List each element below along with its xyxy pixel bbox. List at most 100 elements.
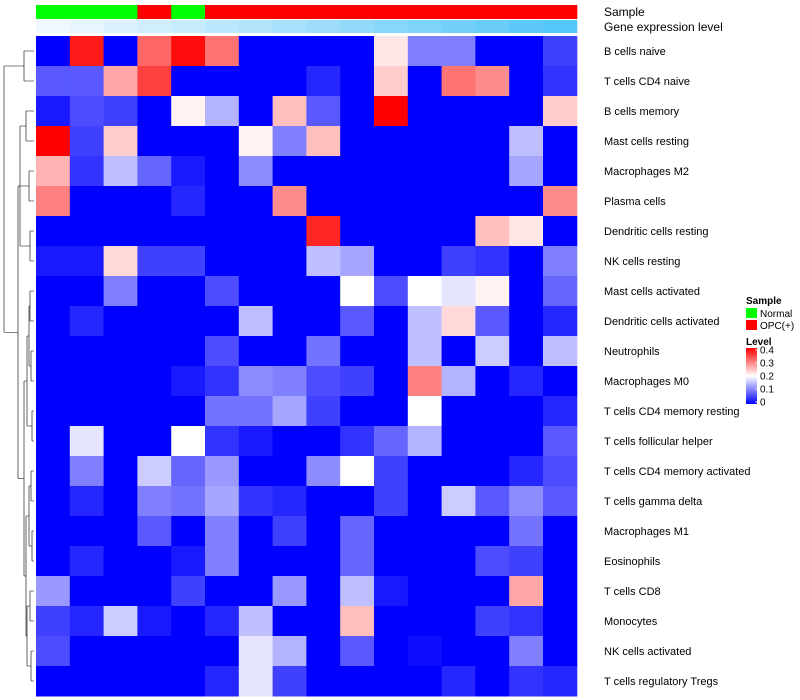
heatmap-cell — [543, 276, 578, 307]
heatmap-cell — [543, 336, 578, 367]
heatmap-cell — [306, 666, 341, 697]
heatmap-cell — [103, 516, 138, 547]
heatmap-cell — [509, 456, 544, 487]
heatmap-cell — [205, 336, 240, 367]
heatmap-cell — [407, 36, 443, 67]
sample-legend-swatch — [746, 320, 757, 330]
heatmap-cell — [36, 126, 71, 157]
heatmap-cell — [36, 396, 71, 427]
heatmap-cell — [509, 606, 544, 637]
heatmap-cell — [543, 156, 578, 187]
heatmap-cell — [475, 396, 510, 427]
dendrogram-branch — [19, 125, 30, 247]
heatmap-cell — [36, 306, 71, 337]
heatmap-cell — [137, 516, 172, 547]
heatmap-cell — [69, 426, 105, 457]
heatmap-cell — [509, 516, 544, 547]
sample-legend-title: Sample — [746, 296, 782, 307]
heatmap-cell — [69, 576, 105, 607]
heatmap-cell — [171, 546, 206, 577]
heatmap-cell — [238, 516, 274, 547]
heatmap-cell — [340, 636, 375, 667]
heatmap-cell — [543, 456, 578, 487]
heatmap-cell — [543, 306, 578, 337]
heatmap-cell — [509, 576, 544, 607]
heatmap-cell — [205, 486, 240, 517]
heatmap-cell — [137, 666, 172, 697]
heatmap-cell — [36, 366, 71, 397]
heatmap-cell — [137, 456, 172, 487]
heatmap-cell — [103, 336, 138, 367]
heatmap-cell — [441, 486, 476, 517]
dendrogram-branch — [29, 590, 34, 622]
sample-annotation-cell — [238, 5, 274, 19]
sample-annotation-cell — [306, 5, 341, 19]
heatmap-cell — [543, 396, 578, 427]
heatmap-cell — [374, 366, 409, 397]
dendrogram-branch — [17, 185, 24, 479]
heatmap-cell — [238, 36, 274, 67]
heatmap-cell — [475, 606, 510, 637]
heatmap-cell — [509, 216, 544, 247]
heatmap-cell — [272, 306, 307, 337]
heatmap-cell — [205, 636, 240, 667]
heatmap-cell — [171, 336, 206, 367]
heatmap-cell — [543, 636, 578, 667]
heatmap-cell — [543, 516, 578, 547]
heatmap-cell — [272, 126, 307, 157]
heatmap-cell — [36, 336, 71, 367]
heatmap-cell — [374, 486, 409, 517]
heatmap-cell — [340, 156, 375, 187]
heatmap-cell — [509, 186, 544, 217]
row-label: T cells CD8 — [604, 586, 661, 598]
heatmap-cell — [205, 396, 240, 427]
heatmap-cell — [69, 126, 105, 157]
row-label: T cells CD4 memory resting — [604, 406, 740, 418]
sample-annotation-track — [36, 5, 578, 19]
heatmap-cell — [374, 576, 409, 607]
heatmap-cell — [272, 606, 307, 637]
expression-annotation-cell — [340, 20, 375, 33]
heatmap-cell — [441, 456, 476, 487]
heatmap-cell — [543, 366, 578, 397]
heatmap-cell — [407, 666, 443, 697]
heatmap-cell — [543, 546, 578, 577]
row-label: B cells naive — [604, 46, 666, 58]
sample-annotation-cell — [407, 5, 443, 19]
row-labels: B cells naive T cells CD4 naive B cells me… — [604, 46, 751, 688]
heatmap-cell — [171, 126, 206, 157]
heatmap-cell — [103, 666, 138, 697]
heatmap-cell — [306, 456, 341, 487]
heatmap-cell — [374, 216, 409, 247]
heatmap-cell — [475, 216, 510, 247]
heatmap-cell — [306, 126, 341, 157]
heatmap-cell — [238, 306, 274, 337]
heatmap-cell — [103, 36, 138, 67]
heatmap-cell — [238, 486, 274, 517]
heatmap-cell — [103, 426, 138, 457]
heatmap-cell — [509, 636, 544, 667]
heatmap-cell — [103, 576, 138, 607]
heatmap-cell — [69, 636, 105, 667]
heatmap-cell — [441, 156, 476, 187]
sample-legend-label: Normal — [760, 309, 792, 320]
heatmap-cell — [205, 216, 240, 247]
heatmap-cell — [374, 546, 409, 577]
heatmap-cell — [306, 396, 341, 427]
heatmap-cell — [137, 486, 172, 517]
heatmap-cell — [238, 156, 274, 187]
heatmap-cell — [238, 546, 274, 577]
heatmap-cell — [272, 486, 307, 517]
sample-annotation-cell — [103, 5, 138, 19]
heatmap-cell — [137, 366, 172, 397]
heatmap-cell — [306, 486, 341, 517]
heatmap-cell — [407, 186, 443, 217]
heatmap-cell — [543, 186, 578, 217]
heatmap-cell — [340, 276, 375, 307]
expression-annotation-cell — [205, 20, 240, 33]
sample-annotation-cell — [509, 5, 544, 19]
heatmap-cell — [475, 426, 510, 457]
row-label: Mast cells resting — [604, 136, 689, 148]
heatmap-cell — [475, 156, 510, 187]
